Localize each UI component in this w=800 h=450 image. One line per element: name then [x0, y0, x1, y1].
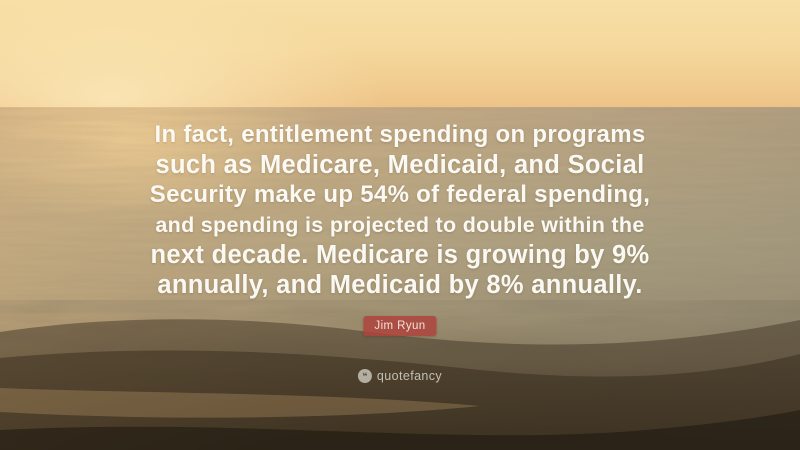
quote-line: annually, and Medicaid by 8% annually.	[157, 271, 643, 299]
author-badge: Jim Ryun	[363, 316, 437, 336]
double-quote-icon: ❝	[357, 369, 372, 383]
sunset-sky-background	[0, 0, 800, 108]
quote-line: In fact, entitlement spending on program…	[154, 121, 646, 148]
author-name: Jim Ryun	[374, 320, 426, 332]
quote-line: Security make up 54% of federal spending…	[149, 181, 651, 208]
quote-text: In fact, entitlement spending on program…	[0, 120, 800, 300]
quote-line: such as Medicare, Medicaid, and Social	[155, 151, 645, 179]
quotefancy-watermark: ❝ quotefancy	[357, 369, 443, 383]
quote-line: next decade. Medicare is growing by 9%	[150, 241, 650, 269]
brand-name: quotefancy	[376, 369, 443, 383]
quote-line: and spending is projected to double with…	[155, 213, 645, 237]
